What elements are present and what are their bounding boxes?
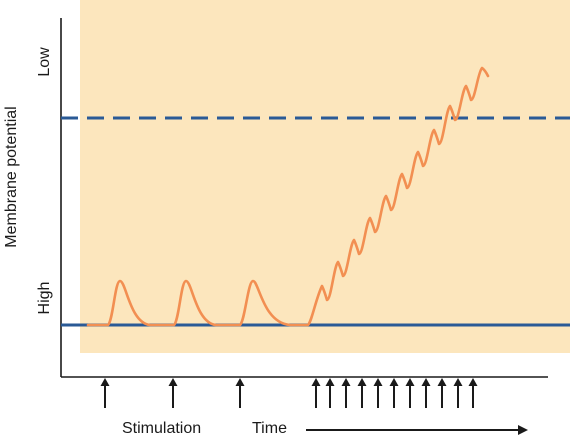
stimulus-arrowhead — [468, 378, 478, 386]
y-axis-high-label: High — [36, 282, 53, 315]
stimulus-arrowhead — [168, 378, 178, 386]
membrane-potential-trace — [86, 66, 490, 327]
stimulus-arrowhead — [357, 378, 367, 386]
stimulus-arrowhead — [421, 378, 431, 386]
stimulus-arrowhead — [437, 378, 447, 386]
stimulus-arrowhead — [373, 378, 383, 386]
plot-background — [80, 0, 570, 353]
stimulus-arrowhead — [405, 378, 415, 386]
stimulation-label: Stimulation — [122, 420, 201, 437]
y-axis-low-label: Low — [36, 47, 53, 77]
stimulus-arrows — [100, 378, 478, 408]
y-axis-label: Membrane potential — [3, 106, 20, 247]
stimulus-arrowhead — [311, 378, 321, 386]
stimulus-arrowhead — [341, 378, 351, 386]
stimulus-arrowhead — [389, 378, 399, 386]
stimulus-arrowhead — [235, 378, 245, 386]
stimulus-arrowhead — [325, 378, 335, 386]
stimulus-arrowhead — [453, 378, 463, 386]
stimulus-arrowhead — [100, 378, 110, 386]
time-label: Time — [252, 420, 287, 437]
